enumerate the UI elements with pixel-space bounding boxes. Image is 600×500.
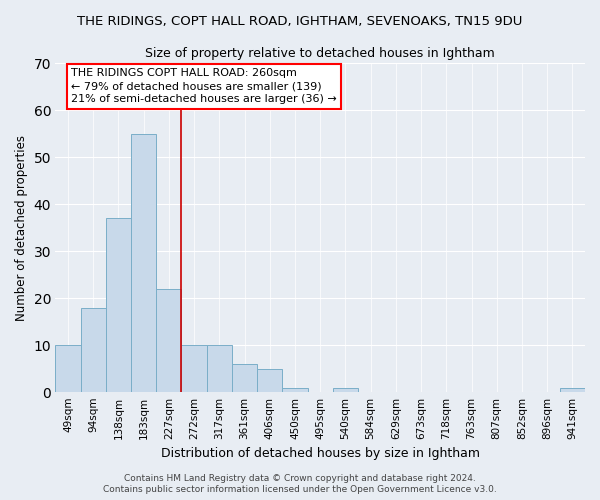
Text: THE RIDINGS, COPT HALL ROAD, IGHTHAM, SEVENOAKS, TN15 9DU: THE RIDINGS, COPT HALL ROAD, IGHTHAM, SE… <box>77 15 523 28</box>
Text: Contains HM Land Registry data © Crown copyright and database right 2024.
Contai: Contains HM Land Registry data © Crown c… <box>103 474 497 494</box>
Bar <box>55 346 80 393</box>
Bar <box>560 388 585 392</box>
Bar <box>156 289 181 393</box>
X-axis label: Distribution of detached houses by size in Ightham: Distribution of detached houses by size … <box>161 447 479 460</box>
Text: THE RIDINGS COPT HALL ROAD: 260sqm
← 79% of detached houses are smaller (139)
21: THE RIDINGS COPT HALL ROAD: 260sqm ← 79%… <box>71 68 337 104</box>
Bar <box>232 364 257 392</box>
Y-axis label: Number of detached properties: Number of detached properties <box>15 134 28 320</box>
Bar <box>257 369 283 392</box>
Bar <box>333 388 358 392</box>
Bar <box>80 308 106 392</box>
Bar <box>206 346 232 393</box>
Bar <box>106 218 131 392</box>
Bar <box>283 388 308 392</box>
Title: Size of property relative to detached houses in Ightham: Size of property relative to detached ho… <box>145 48 495 60</box>
Bar <box>131 134 156 392</box>
Bar <box>181 346 206 393</box>
